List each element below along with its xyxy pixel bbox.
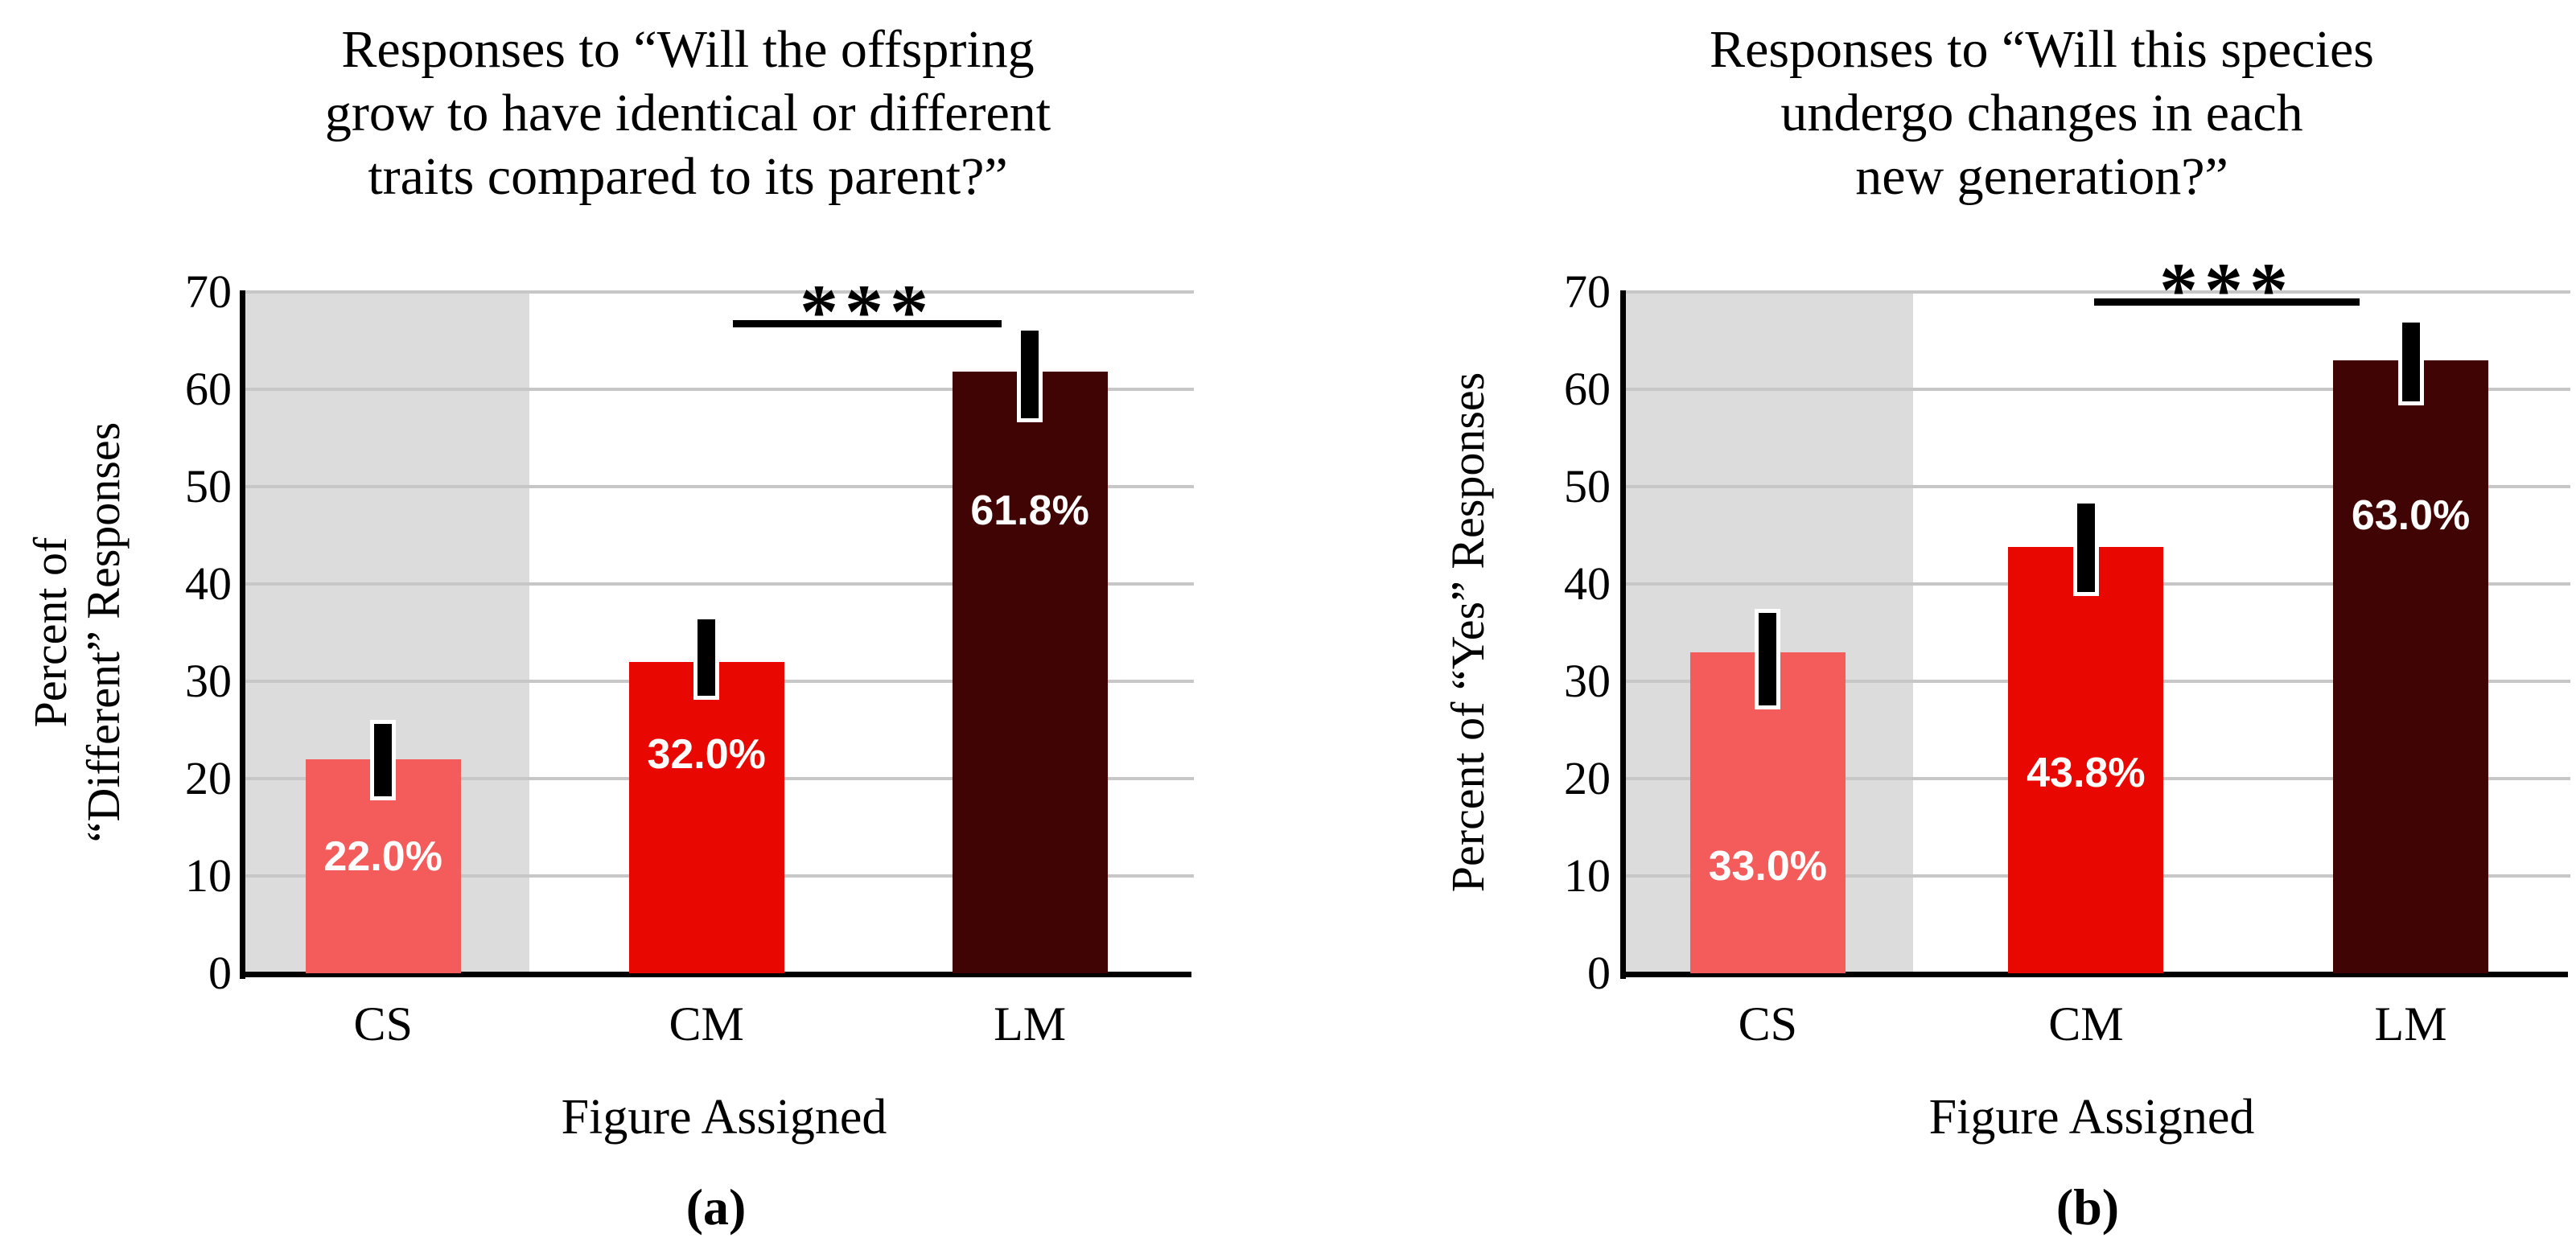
y-tick-label: 20	[1564, 752, 1611, 804]
panel-letter: (b)	[2055, 1178, 2120, 1235]
gridline	[245, 582, 1194, 586]
plot-area: 33.0% 43.8% 63.0% ***	[1620, 252, 2570, 979]
bar-cm	[628, 661, 784, 973]
significance-stars: ***	[799, 268, 935, 355]
gridline	[1626, 290, 2570, 294]
y-tick-label: 0	[1587, 947, 1611, 999]
gridline	[1626, 388, 2570, 391]
chart-title: Responses to “Will the offspring grow to…	[324, 20, 1051, 207]
y-tick-label: 50	[1564, 460, 1611, 512]
y-axis-line	[1620, 290, 1626, 979]
x-axis-title: Figure Assigned	[1928, 1090, 2255, 1145]
significance-line	[732, 319, 1002, 327]
y-tick-label: 40	[1564, 557, 1611, 610]
panel-letter: (a)	[685, 1178, 747, 1235]
x-axis-title: Figure Assigned	[561, 1090, 887, 1145]
error-bar	[1755, 609, 1781, 710]
gridline	[245, 290, 1194, 294]
x-tick-label: CS	[1738, 997, 1797, 1050]
x-axis-line	[240, 972, 1191, 977]
y-tick-label: 30	[185, 655, 232, 707]
y-tick-label: 70	[1564, 265, 1611, 318]
chart-title: Responses to “Will this species undergo …	[1710, 20, 2374, 207]
y-tick-label: 60	[1564, 363, 1611, 415]
y-tick-label: 60	[185, 363, 232, 415]
plot-area: 22.0% 32.0% 61.8% ***	[240, 273, 1194, 979]
x-tick-label: CS	[353, 997, 413, 1050]
y-tick-label: 0	[208, 947, 232, 999]
error-bar	[693, 615, 720, 701]
significance-line	[2094, 298, 2360, 306]
error-bar	[2072, 499, 2099, 596]
x-axis-line	[1620, 972, 2568, 977]
y-axis-line	[240, 290, 245, 979]
bar-value-label: 61.8%	[970, 487, 1089, 535]
error-bar	[370, 720, 397, 800]
bar-value-label: 43.8%	[2027, 749, 2146, 796]
bar-value-label: 32.0%	[647, 730, 766, 778]
y-tick-label: 40	[185, 557, 232, 610]
x-tick-label: LM	[2374, 997, 2447, 1050]
y-tick-label: 20	[185, 752, 232, 804]
x-tick-label: CM	[2048, 997, 2124, 1050]
bar-value-label: 33.0%	[1708, 842, 1828, 890]
y-tick-label: 50	[185, 460, 232, 512]
bar-value-label: 22.0%	[323, 832, 442, 880]
bar-value-label: 63.0%	[2351, 492, 2471, 540]
gridline	[245, 485, 1194, 488]
bar-lm	[2333, 360, 2489, 973]
gridline	[245, 388, 1194, 391]
x-tick-label: CM	[669, 997, 744, 1050]
bar-lm	[952, 372, 1108, 973]
x-tick-label: LM	[994, 997, 1067, 1050]
y-tick-label: 10	[1564, 849, 1611, 902]
significance-stars: ***	[2159, 247, 2295, 334]
bar-cm	[2008, 547, 2164, 973]
error-bar	[2397, 318, 2424, 405]
y-tick-label: 10	[185, 849, 232, 902]
gridline	[1626, 485, 2570, 488]
y-tick-label: 30	[1564, 655, 1611, 707]
error-bar	[1017, 327, 1043, 423]
y-tick-label: 70	[185, 265, 232, 318]
